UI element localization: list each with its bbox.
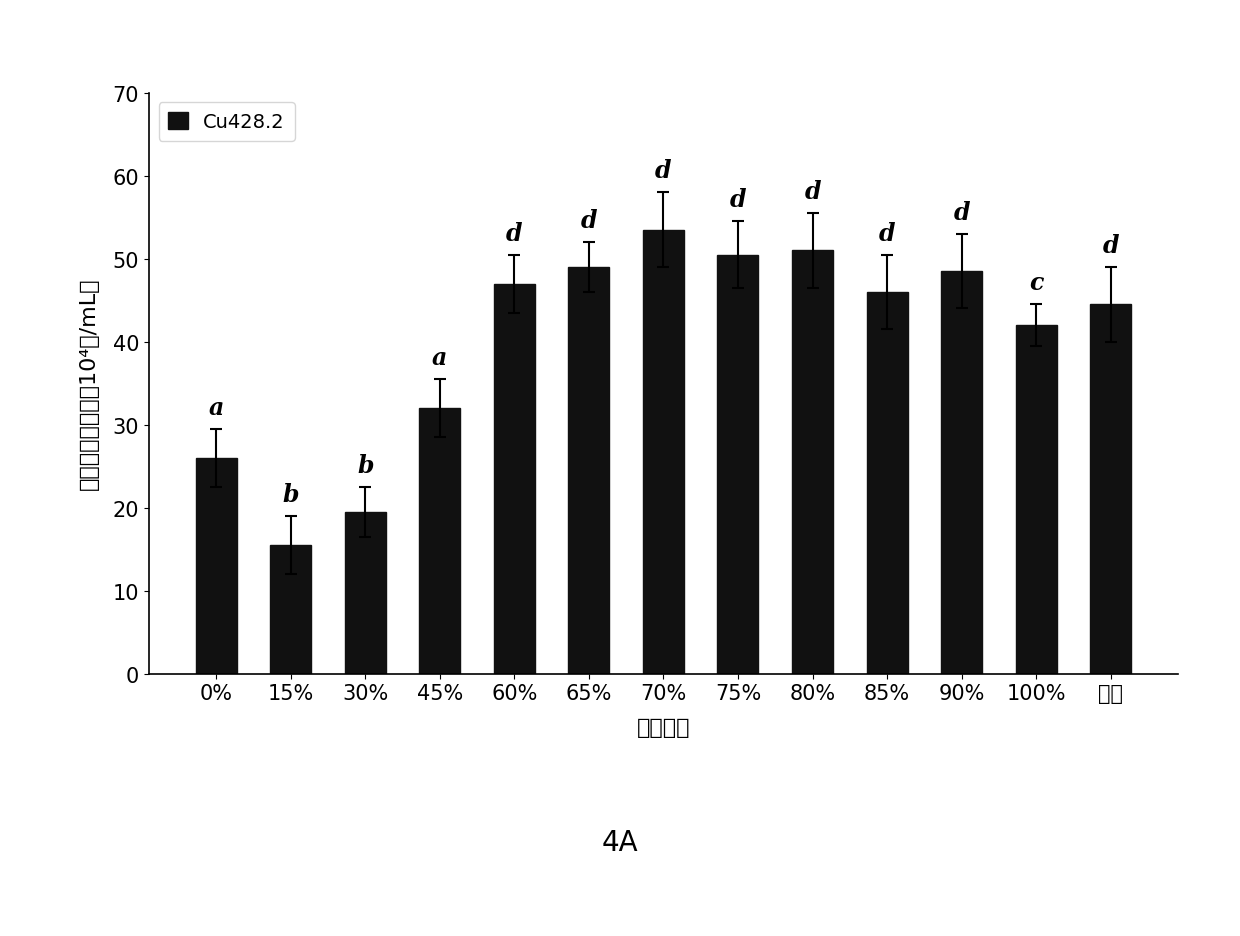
Y-axis label: 嗅热四膟虫密度（10⁴个/mL）: 嗅热四膟虫密度（10⁴个/mL） (78, 278, 98, 490)
Text: 4A: 4A (601, 828, 639, 856)
Bar (568, 268, 609, 674)
Text: d: d (729, 188, 746, 212)
Text: c: c (1029, 271, 1043, 295)
Text: d: d (655, 159, 672, 183)
Bar (867, 293, 908, 674)
Text: d: d (1102, 234, 1118, 257)
Text: d: d (879, 221, 895, 245)
Text: a: a (432, 345, 448, 370)
Bar (941, 271, 982, 674)
Bar (792, 251, 833, 674)
Bar (419, 409, 460, 674)
Bar (494, 285, 534, 674)
Text: a: a (208, 395, 223, 419)
Text: b: b (283, 482, 299, 506)
Bar (196, 459, 237, 674)
Text: d: d (805, 180, 821, 204)
Bar (1016, 326, 1056, 674)
Bar (1090, 305, 1131, 674)
Legend: Cu428.2: Cu428.2 (159, 103, 295, 141)
Bar (270, 546, 311, 674)
X-axis label: 乙醇浓度: 乙醇浓度 (636, 718, 691, 738)
Bar (642, 230, 684, 674)
Text: d: d (506, 221, 522, 245)
Bar (345, 512, 386, 674)
Text: d: d (580, 209, 598, 233)
Text: b: b (357, 453, 373, 477)
Bar (718, 256, 759, 674)
Text: d: d (954, 200, 970, 225)
